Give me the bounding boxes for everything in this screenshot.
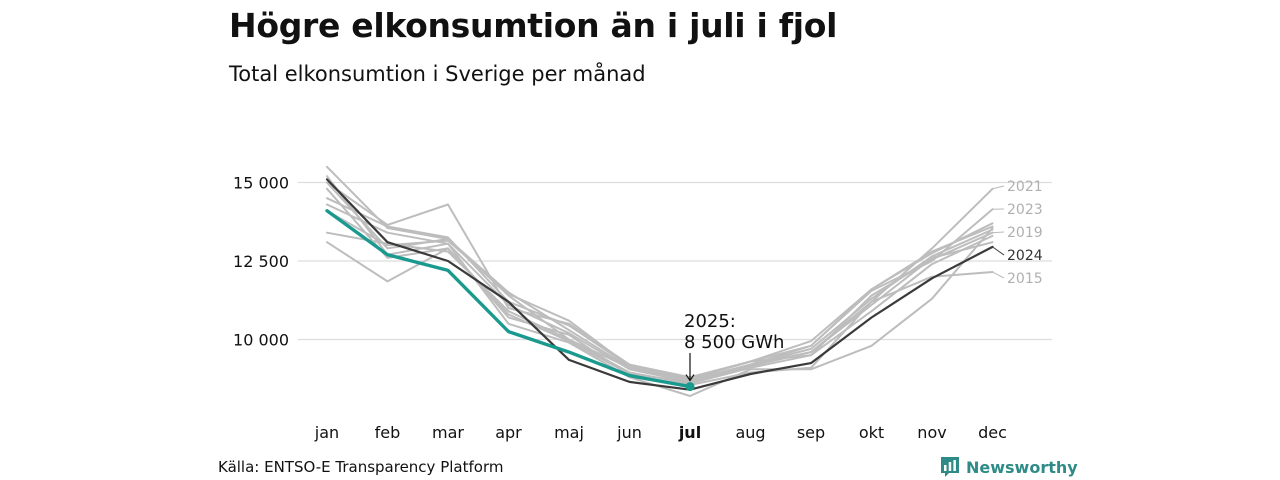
x-tick-label: aug — [735, 423, 765, 442]
newsworthy-logo-icon — [941, 457, 959, 477]
x-tick-label: nov — [917, 423, 946, 442]
annotation-arrowhead — [685, 374, 695, 382]
brand-name: Newsworthy — [966, 457, 1078, 477]
annotation-line1: 2025: — [684, 311, 736, 332]
series-line-2024 — [325, 178, 994, 391]
x-tick-label: jun — [616, 423, 642, 442]
y-tick-label: 15 000 — [233, 174, 289, 193]
chart-title: Högre elkonsumtion än i juli i fjol — [229, 6, 838, 45]
annotation-line2: 8 500 GWh — [684, 332, 784, 353]
label-leader — [992, 185, 1005, 190]
y-tick-label: 12 500 — [233, 252, 289, 271]
series-label-2015: 2015 — [1007, 271, 1043, 287]
series-line-series-8 — [326, 175, 994, 383]
x-tick-label: mar — [432, 423, 464, 442]
label-leader — [992, 231, 1005, 234]
x-tick-label: okt — [859, 423, 884, 442]
brand-logo: Newsworthy — [940, 456, 1078, 478]
x-tick-label: apr — [495, 423, 522, 442]
label-leader — [992, 246, 1005, 256]
x-tick-label: feb — [375, 423, 401, 442]
series-label-2021: 2021 — [1007, 179, 1043, 195]
x-tick-label: maj — [554, 423, 584, 442]
x-tick-label: jan — [314, 423, 339, 442]
highlight-point — [685, 382, 695, 392]
x-tick-label: dec — [978, 423, 1007, 442]
x-tick-label: jul — [678, 423, 701, 442]
series-label-2024: 2024 — [1007, 248, 1043, 264]
series-label-2023: 2023 — [1007, 202, 1043, 218]
series-line-2025 — [325, 209, 692, 389]
chart-subtitle: Total elkonsumtion i Sverige per månad — [229, 62, 646, 86]
y-tick-label: 10 000 — [233, 331, 289, 350]
series-label-2019: 2019 — [1007, 225, 1043, 241]
source-note: Källa: ENTSO-E Transparency Platform — [218, 458, 504, 476]
series-line-series-10 — [326, 187, 994, 383]
x-tick-label: sep — [797, 423, 825, 442]
label-leader — [992, 271, 1005, 279]
series-line-2019 — [326, 165, 994, 380]
